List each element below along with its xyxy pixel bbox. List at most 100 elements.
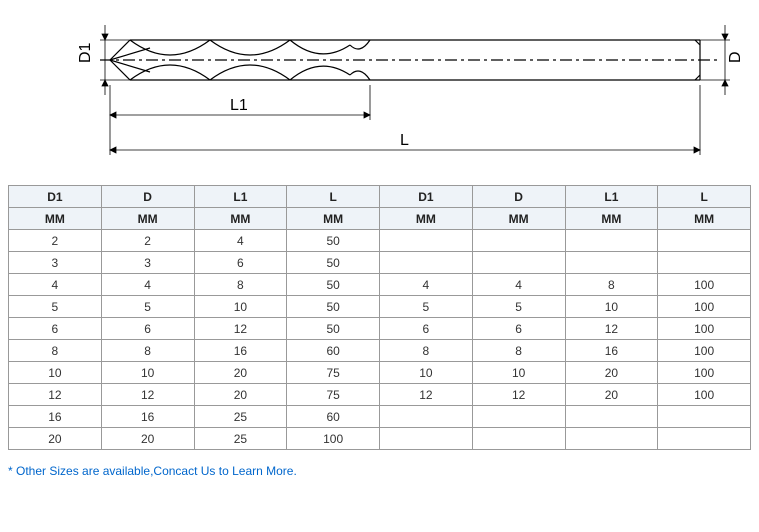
table-row: 8816608816100 xyxy=(9,340,751,362)
table-cell xyxy=(565,406,658,428)
label-d1: D1 xyxy=(77,42,94,63)
unit-cell: MM xyxy=(9,208,102,230)
col-header: L1 xyxy=(565,186,658,208)
table-cell: 12 xyxy=(101,384,194,406)
unit-row: MM MM MM MM MM MM MM MM xyxy=(9,208,751,230)
table-row: 202025100 xyxy=(9,428,751,450)
col-header: D xyxy=(101,186,194,208)
table-row: 6612506612100 xyxy=(9,318,751,340)
table-cell: 5 xyxy=(9,296,102,318)
table-cell: 20 xyxy=(9,428,102,450)
table-cell xyxy=(658,428,751,450)
table-cell: 25 xyxy=(194,428,287,450)
table-cell: 8 xyxy=(380,340,473,362)
table-cell xyxy=(565,252,658,274)
table-cell xyxy=(472,230,565,252)
unit-cell: MM xyxy=(194,208,287,230)
size-table-container: D1 D L1 L D1 D L1 L MM MM MM MM MM MM MM… xyxy=(0,185,759,450)
table-cell: 6 xyxy=(380,318,473,340)
table-cell: 100 xyxy=(658,274,751,296)
table-cell: 8 xyxy=(101,340,194,362)
table-cell xyxy=(472,428,565,450)
table-cell: 12 xyxy=(9,384,102,406)
unit-cell: MM xyxy=(287,208,380,230)
table-cell: 100 xyxy=(658,340,751,362)
table-cell: 2 xyxy=(101,230,194,252)
table-cell: 4 xyxy=(101,274,194,296)
table-cell: 20 xyxy=(194,384,287,406)
footnote: * Other Sizes are available,Concact Us t… xyxy=(8,464,759,478)
table-cell: 100 xyxy=(658,384,751,406)
table-cell xyxy=(472,406,565,428)
table-cell: 3 xyxy=(101,252,194,274)
label-l: L xyxy=(400,132,409,149)
table-cell: 8 xyxy=(9,340,102,362)
table-row: 44850448100 xyxy=(9,274,751,296)
table-row: 10102075101020100 xyxy=(9,362,751,384)
table-row: 5510505510100 xyxy=(9,296,751,318)
col-header: D xyxy=(472,186,565,208)
table-cell: 100 xyxy=(658,318,751,340)
table-cell: 8 xyxy=(565,274,658,296)
unit-cell: MM xyxy=(658,208,751,230)
table-cell: 16 xyxy=(565,340,658,362)
table-cell: 20 xyxy=(101,428,194,450)
table-cell: 10 xyxy=(194,296,287,318)
table-cell: 12 xyxy=(565,318,658,340)
label-l1: L1 xyxy=(230,97,248,114)
table-cell: 6 xyxy=(9,318,102,340)
table-row: 33650 xyxy=(9,252,751,274)
unit-cell: MM xyxy=(380,208,473,230)
table-cell: 10 xyxy=(9,362,102,384)
table-cell: 16 xyxy=(194,340,287,362)
table-cell xyxy=(380,252,473,274)
table-cell: 2 xyxy=(9,230,102,252)
table-cell xyxy=(380,406,473,428)
table-cell: 20 xyxy=(194,362,287,384)
table-cell: 10 xyxy=(565,296,658,318)
table-cell xyxy=(380,230,473,252)
table-cell: 8 xyxy=(194,274,287,296)
table-cell xyxy=(658,252,751,274)
table-cell: 20 xyxy=(565,362,658,384)
table-cell: 16 xyxy=(9,406,102,428)
col-header: L xyxy=(287,186,380,208)
table-cell xyxy=(565,230,658,252)
table-cell: 75 xyxy=(287,384,380,406)
size-table: D1 D L1 L D1 D L1 L MM MM MM MM MM MM MM… xyxy=(8,185,751,450)
table-cell: 8 xyxy=(472,340,565,362)
table-cell: 50 xyxy=(287,230,380,252)
table-cell: 50 xyxy=(287,318,380,340)
table-cell: 10 xyxy=(472,362,565,384)
col-header: L xyxy=(658,186,751,208)
table-cell: 75 xyxy=(287,362,380,384)
table-cell: 5 xyxy=(472,296,565,318)
table-cell: 6 xyxy=(101,318,194,340)
table-cell: 3 xyxy=(9,252,102,274)
table-cell: 12 xyxy=(472,384,565,406)
table-cell: 100 xyxy=(658,296,751,318)
table-cell xyxy=(565,428,658,450)
table-cell: 4 xyxy=(472,274,565,296)
table-cell: 5 xyxy=(380,296,473,318)
unit-cell: MM xyxy=(565,208,658,230)
table-cell: 50 xyxy=(287,274,380,296)
table-cell: 4 xyxy=(194,230,287,252)
col-header: L1 xyxy=(194,186,287,208)
col-header: D1 xyxy=(380,186,473,208)
table-cell: 10 xyxy=(380,362,473,384)
table-row: 12122075121220100 xyxy=(9,384,751,406)
table-cell: 6 xyxy=(472,318,565,340)
header-row: D1 D L1 L D1 D L1 L xyxy=(9,186,751,208)
table-cell: 60 xyxy=(287,340,380,362)
table-cell xyxy=(658,230,751,252)
drill-diagram: D1 D L1 L xyxy=(0,0,759,170)
table-cell: 6 xyxy=(194,252,287,274)
table-cell: 4 xyxy=(380,274,473,296)
table-cell xyxy=(380,428,473,450)
table-cell: 16 xyxy=(101,406,194,428)
table-cell: 100 xyxy=(658,362,751,384)
table-cell: 25 xyxy=(194,406,287,428)
table-row: 22450 xyxy=(9,230,751,252)
table-cell: 10 xyxy=(101,362,194,384)
